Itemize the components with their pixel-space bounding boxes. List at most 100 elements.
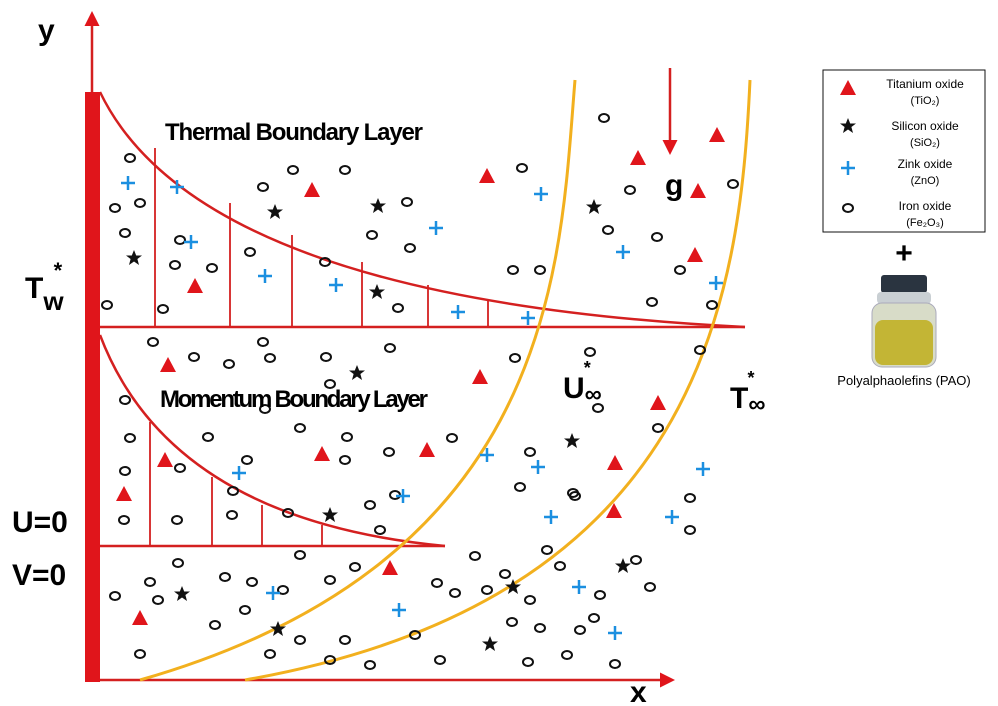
iron-oxide-particle <box>245 248 255 256</box>
iron-oxide-particle <box>342 433 352 441</box>
diagram: y x Tw* U=0 V=0 Thermal Boundary Layer M… <box>0 0 998 706</box>
iron-oxide-particle <box>158 305 168 313</box>
iron-oxide-particle <box>325 576 335 584</box>
zinc-oxide-particle <box>258 269 272 283</box>
silicon-oxide-particle <box>126 250 142 265</box>
iron-oxide-particle <box>110 592 120 600</box>
free-stream-curves <box>140 80 750 680</box>
legend-name: Zink oxide <box>898 157 953 171</box>
iron-oxide-particle <box>525 596 535 604</box>
base-fluid-label: Polyalphaolefins (PAO) <box>837 373 970 388</box>
titanium-oxide-particle <box>472 369 488 384</box>
iron-oxide-particle <box>265 354 275 362</box>
iron-oxide-particle <box>599 114 609 122</box>
iron-oxide-particle <box>350 563 360 571</box>
titanium-oxide-particle <box>157 452 173 467</box>
iron-oxide-particle <box>247 578 257 586</box>
zinc-oxide-particle <box>329 278 343 292</box>
zinc-oxide-particle <box>170 180 184 194</box>
titanium-oxide-particle <box>479 168 495 183</box>
iron-oxide-particle <box>728 180 738 188</box>
iron-oxide-particle <box>508 266 518 274</box>
iron-oxide-particle <box>175 464 185 472</box>
iron-oxide-particle <box>135 650 145 658</box>
iron-oxide-particle <box>120 396 130 404</box>
zinc-oxide-particle <box>232 466 246 480</box>
free-temperature: T∞* <box>730 368 765 418</box>
iron-oxide-particle <box>135 199 145 207</box>
zinc-oxide-particle <box>696 462 710 476</box>
iron-oxide-particle <box>170 261 180 269</box>
iron-oxide-particle <box>367 231 377 239</box>
iron-oxide-particle <box>224 360 234 368</box>
iron-oxide-particle <box>375 526 385 534</box>
iron-oxide-particle <box>120 467 130 475</box>
free-velocity: U∞* <box>563 358 602 408</box>
titanium-oxide-particle <box>160 357 176 372</box>
titanium-oxide-particle <box>630 150 646 165</box>
iron-oxide-particle <box>265 650 275 658</box>
titanium-oxide-particle <box>304 182 320 197</box>
iron-oxide-particle <box>625 186 635 194</box>
iron-oxide-particle <box>603 226 613 234</box>
iron-oxide-particle <box>610 660 620 668</box>
iron-oxide-particle <box>685 526 695 534</box>
iron-oxide-particle <box>585 348 595 356</box>
iron-oxide-particle <box>535 624 545 632</box>
iron-oxide-particle <box>288 166 298 174</box>
zinc-oxide-particle <box>534 187 548 201</box>
zinc-oxide-particle <box>521 311 535 325</box>
iron-oxide-particle <box>175 236 185 244</box>
titanium-oxide-particle <box>687 247 703 262</box>
iron-oxide-particle <box>675 266 685 274</box>
zinc-oxide-particle <box>709 276 723 290</box>
zinc-oxide-particle <box>572 580 586 594</box>
titanium-oxide-particle <box>187 278 203 293</box>
iron-oxide-particle <box>595 591 605 599</box>
thermal-layer-label: Thermal Boundary Layer <box>165 119 423 146</box>
iron-oxide-particle <box>450 589 460 597</box>
iron-oxide-particle <box>153 596 163 604</box>
iron-oxide-particle <box>295 424 305 432</box>
zinc-oxide-particle <box>451 305 465 319</box>
legend-formula: (ZnO) <box>911 175 940 187</box>
legend-formula: (TiO₂) <box>911 95 940 107</box>
iron-oxide-particle <box>510 354 520 362</box>
titanium-oxide-particle <box>419 442 435 457</box>
frame <box>92 14 745 680</box>
iron-oxide-particle <box>172 516 182 524</box>
iron-oxide-particle <box>517 164 527 172</box>
zinc-oxide-particle <box>121 176 135 190</box>
iron-oxide-particle <box>220 573 230 581</box>
wall <box>85 92 100 682</box>
silicon-oxide-particle <box>564 433 580 448</box>
silicon-oxide-particle <box>615 558 631 573</box>
legend-name: Iron oxide <box>899 199 952 213</box>
zinc-oxide-particle <box>429 221 443 235</box>
gravity-label: g <box>665 169 683 202</box>
iron-oxide-particle <box>402 198 412 206</box>
iron-oxide-particle <box>240 606 250 614</box>
iron-oxide-particle <box>555 562 565 570</box>
iron-oxide-particle <box>365 661 375 669</box>
iron-oxide-particle <box>125 434 135 442</box>
iron-oxide-particle <box>470 552 480 560</box>
legend-formula: (Fe₂O₃) <box>906 217 943 229</box>
titanium-oxide-particle <box>314 446 330 461</box>
titanium-oxide-particle <box>650 395 666 410</box>
iron-oxide-particle <box>203 433 213 441</box>
titanium-oxide-particle <box>116 486 132 501</box>
iron-oxide-particle <box>653 424 663 432</box>
zinc-oxide-particle <box>544 510 558 524</box>
iron-oxide-particle <box>258 338 268 346</box>
u-condition: U=0 <box>12 506 68 539</box>
iron-oxide-particle <box>535 266 545 274</box>
iron-oxide-particle <box>447 434 457 442</box>
zinc-oxide-particle <box>665 510 679 524</box>
iron-oxide-particle <box>189 353 199 361</box>
momentum-layer-label: Momentum Boundary Layer <box>160 386 428 413</box>
iron-oxide-particle <box>119 516 129 524</box>
iron-oxide-particle <box>340 636 350 644</box>
titanium-oxide-particle <box>382 560 398 575</box>
iron-oxide-particle <box>321 353 331 361</box>
